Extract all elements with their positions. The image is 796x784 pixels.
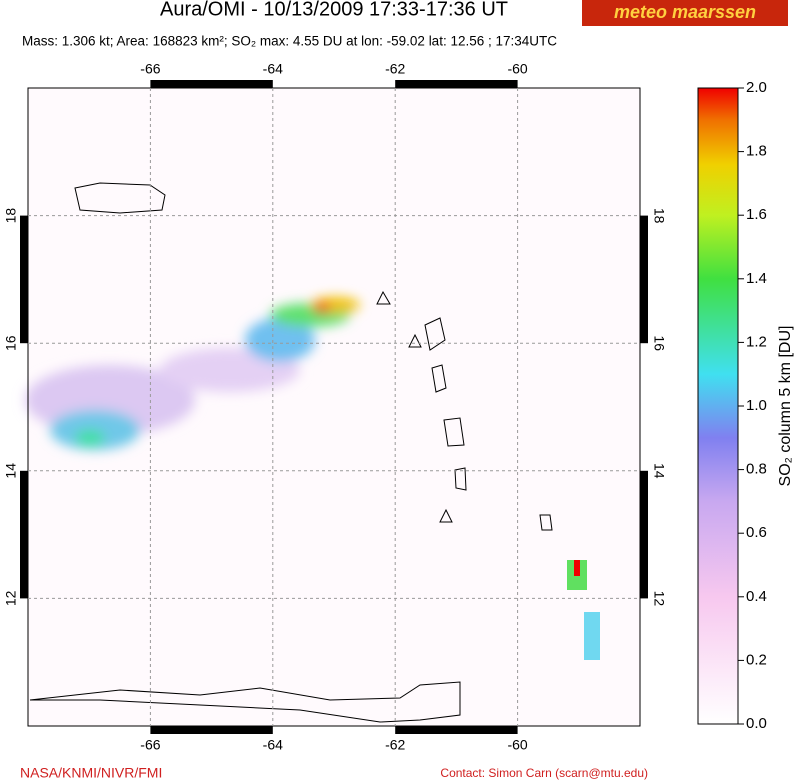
footer-right: Contact: Simon Carn (scarn@mtu.edu): [440, 766, 648, 780]
plume-area: [50, 410, 140, 450]
colorbar-tick-label: 0.2: [746, 651, 767, 668]
colorbar-tick-label: 0.0: [746, 715, 767, 732]
coastline: [539, 514, 553, 531]
coastline: [424, 317, 446, 351]
colorbar-tick-label: 2.0: [746, 79, 767, 96]
y-tick-label: 16: [651, 335, 667, 351]
colorbar-tick-label: 1.6: [746, 206, 767, 223]
plume-cell: [584, 612, 600, 660]
frame-bar: [20, 470, 28, 599]
frame-bar: [150, 80, 273, 88]
plume-cell: [574, 560, 580, 576]
coastlines: [29, 182, 553, 723]
x-tick-label: -62: [385, 737, 405, 753]
x-tick-label: -62: [385, 61, 405, 77]
y-tick-label: 18: [3, 208, 19, 224]
coastline: [443, 417, 465, 447]
frame-bar: [20, 215, 28, 344]
frame-bar: [150, 726, 273, 734]
x-tick-label: -66: [140, 61, 160, 77]
plume-area: [245, 318, 315, 362]
colorbar-label: SO₂ column 5 km [DU]: [777, 326, 794, 487]
coastline: [74, 182, 166, 214]
colorbar-tick-label: 0.4: [746, 588, 767, 605]
colorbar-tick-label: 1.0: [746, 397, 767, 414]
frame-bar: [640, 470, 648, 599]
map: [25, 87, 641, 727]
colorbar: [697, 87, 739, 725]
footer-left: NASA/KNMI/NIVR/FMI: [20, 765, 162, 781]
title: Aura/OMI - 10/13/2009 17:33-17:36 UT: [160, 0, 508, 20]
x-tick-label: -64: [263, 737, 283, 753]
y-tick-label: 14: [3, 463, 19, 479]
x-tick-label: -64: [263, 61, 283, 77]
coastline: [431, 364, 447, 393]
x-tick-label: -60: [507, 61, 527, 77]
colorbar-tick-label: 1.4: [746, 270, 767, 287]
plume-area: [75, 430, 105, 446]
colorbar-tick-label: 0.8: [746, 461, 767, 478]
frame-bar: [395, 80, 518, 88]
colorbar-tick-label: 1.2: [746, 333, 767, 350]
y-tick-label: 14: [651, 463, 667, 479]
x-tick-label: -60: [507, 737, 527, 753]
volcano: [439, 508, 453, 523]
volcano: [376, 290, 391, 305]
y-tick-label: 18: [651, 208, 667, 224]
logo-box: [582, 0, 788, 26]
coastline: [454, 467, 467, 491]
map-frame: [27, 87, 641, 727]
frame-bar: [395, 726, 518, 734]
coastline: [29, 681, 461, 723]
subtitle: Mass: 1.306 kt; Area: 168823 km²; SO₂ ma…: [22, 34, 557, 49]
y-tick-label: 16: [3, 335, 19, 351]
colorbar-tick-label: 0.6: [746, 524, 767, 541]
logo: meteo maarssen: [614, 2, 756, 22]
volcano: [408, 333, 422, 348]
y-tick-label: 12: [3, 590, 19, 606]
x-tick-label: -66: [140, 737, 160, 753]
y-tick-label: 12: [651, 591, 667, 607]
plume-area: [314, 303, 330, 313]
frame-bar: [640, 215, 648, 344]
colorbar-tick-label: 1.8: [746, 143, 767, 160]
plume: [25, 297, 360, 450]
